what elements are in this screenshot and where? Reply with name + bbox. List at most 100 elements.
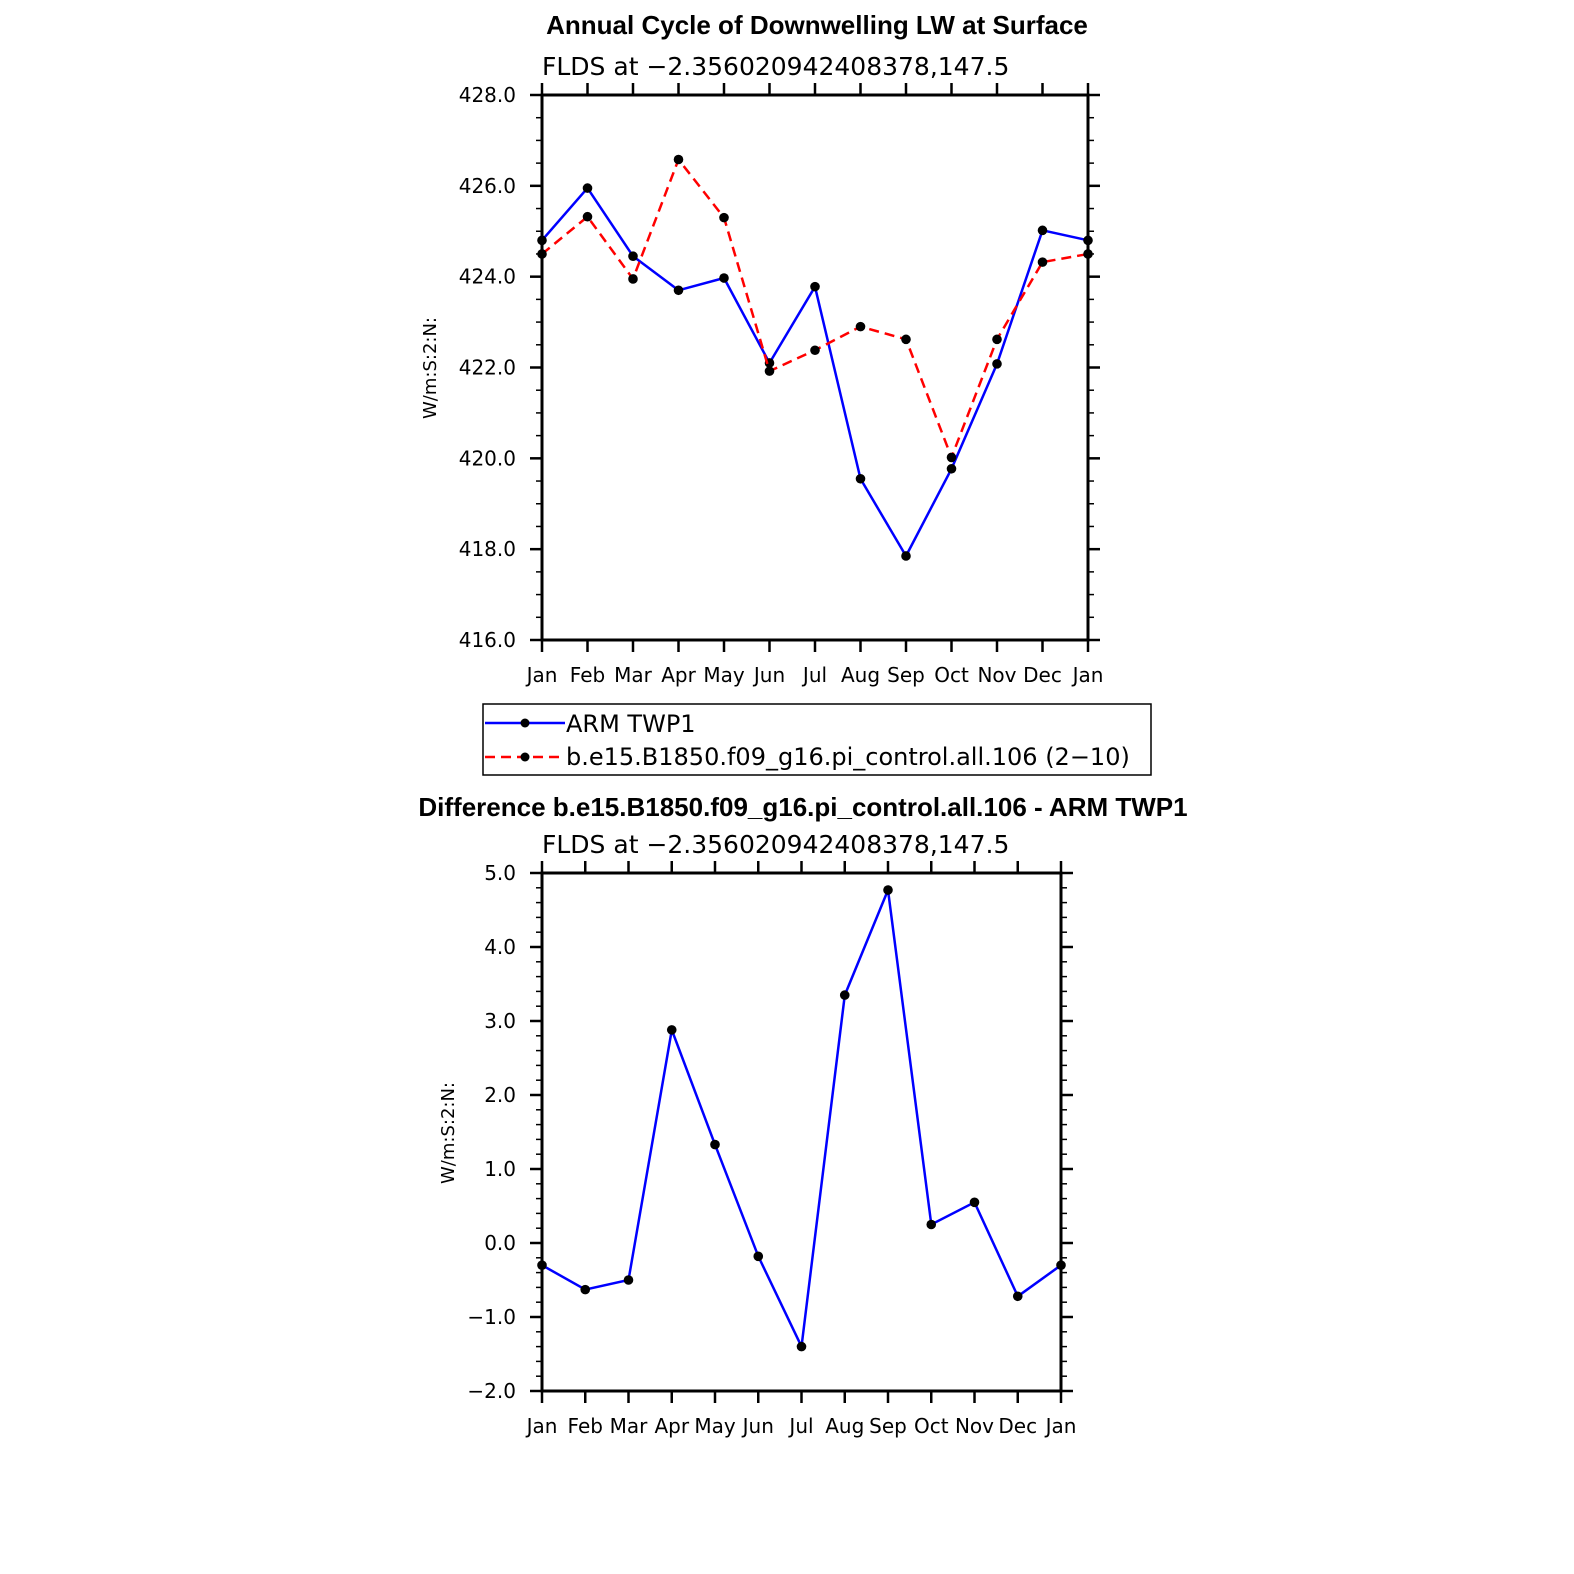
x-tick-label: Aug (841, 663, 880, 687)
y-tick-label: 428.0 (459, 83, 516, 107)
series-line-1 (541, 156, 1089, 461)
legend: ARM TWP1 b.e15.B1850.f09_g16.pi_control.… (482, 703, 1152, 776)
series-0-point (901, 551, 911, 561)
y-tick-label: 4.0 (484, 935, 516, 959)
series-1-point (1083, 249, 1093, 259)
x-tick-label: Feb (570, 663, 605, 687)
series-0-point (673, 285, 684, 296)
x-tick-label: Dec (1023, 663, 1062, 687)
series-1-point (628, 274, 638, 284)
series-0-point (719, 273, 729, 283)
series-line-0 (541, 186, 1089, 559)
y-tick-label: 420.0 (459, 446, 516, 470)
series-0-point (883, 885, 893, 895)
y-axis-label: W/m:S:2:N: (420, 317, 441, 419)
legend-box (482, 703, 1152, 776)
x-tick-label: Jul (787, 1414, 813, 1438)
series-0-point (710, 1139, 720, 1150)
legend-label-model: b.e15.B1850.f09_g16.pi_control.all.106 (… (566, 743, 1130, 771)
series-1-point (537, 249, 547, 259)
difference-chart: Difference b.e15.B1850.f09_g16.pi_contro… (418, 792, 1187, 1438)
x-tick-label: Sep (869, 1414, 907, 1438)
series-0-point (580, 1284, 591, 1295)
x-tick-label: Apr (661, 663, 696, 687)
series-1-point (719, 212, 729, 223)
series-0-point (753, 1251, 764, 1262)
series-0-point (623, 1275, 634, 1285)
series-1-point (946, 452, 957, 463)
series-1-point (582, 211, 593, 222)
series-0-point (926, 1219, 937, 1230)
series-0-point (1012, 1291, 1023, 1302)
legend-marker-model (520, 752, 530, 762)
y-tick-label: 418.0 (459, 537, 516, 561)
series-0-point (855, 473, 866, 484)
series-0-point (946, 463, 957, 474)
series-0-point (1037, 225, 1048, 236)
series-1-point (901, 334, 911, 345)
series-0-point (537, 1260, 547, 1270)
annual-cycle-chart: Annual Cycle of Downwelling LW at Surfac… (420, 10, 1103, 687)
y-tick-label: 5.0 (484, 861, 516, 885)
x-tick-label: Jun (752, 663, 785, 687)
x-tick-label: Jan (1044, 1414, 1077, 1438)
x-tick-label: Dec (998, 1414, 1037, 1438)
series-0-point (1056, 1260, 1066, 1270)
series-0-point (839, 990, 850, 1000)
x-tick-label: Oct (914, 1414, 949, 1438)
x-tick-label: Apr (654, 1414, 689, 1438)
x-tick-label: May (703, 663, 745, 687)
chart-title: Annual Cycle of Downwelling LW at Surfac… (546, 10, 1088, 40)
series-line-0 (541, 885, 1062, 1351)
x-tick-label: Nov (977, 663, 1016, 687)
chart-subtitle: FLDS at −2.356020942408378,147.5 (542, 52, 1009, 81)
x-tick-label: Jul (801, 663, 827, 687)
x-tick-label: Oct (934, 663, 969, 687)
x-tick-label: Jun (741, 1414, 774, 1438)
plot-frame (540, 93, 1090, 642)
legend-marker-arm-twp1 (520, 718, 530, 728)
series-1-point (673, 154, 684, 165)
y-tick-label: 2.0 (484, 1083, 516, 1107)
series-1-point (855, 321, 866, 332)
series-0-point (969, 1197, 980, 1208)
y-tick-label: 1.0 (484, 1157, 516, 1181)
x-tick-label: Jan (1071, 663, 1104, 687)
series-0-point (628, 251, 638, 262)
y-tick-label: 0.0 (484, 1231, 516, 1255)
series-1-point (810, 345, 820, 356)
series-1-point (1037, 257, 1048, 267)
chart-title: Difference b.e15.B1850.f09_g16.pi_contro… (418, 792, 1187, 822)
x-tick-label: Mar (614, 663, 653, 687)
plot-frame (540, 871, 1063, 1393)
series-1-point (992, 334, 1002, 345)
y-tick-label: 422.0 (459, 356, 516, 380)
series-0-point (810, 281, 820, 292)
x-tick-label: Sep (887, 663, 925, 687)
y-tick-label: 426.0 (459, 174, 516, 198)
series-0-point (666, 1025, 677, 1035)
y-tick-label: −2.0 (467, 1379, 516, 1403)
legend-label-arm-twp1: ARM TWP1 (566, 710, 696, 738)
series-0-point (992, 359, 1002, 369)
x-tick-label: Nov (955, 1414, 994, 1438)
series-0-point (582, 183, 593, 193)
y-tick-label: 424.0 (459, 265, 516, 289)
chart-subtitle: FLDS at −2.356020942408378,147.5 (542, 830, 1009, 859)
series-0-point (1083, 235, 1093, 246)
x-tick-label: Mar (610, 1414, 649, 1438)
x-tick-label: May (694, 1414, 736, 1438)
x-tick-label: Jan (525, 1414, 558, 1438)
x-tick-label: Jan (525, 663, 558, 687)
plot-marks: Jan Feb Mar Apr May Jun Jul Aug Sep Oct Nov Dec Jan−… (467, 861, 1076, 1438)
series-1-point (764, 366, 775, 376)
series-0-point (796, 1341, 807, 1352)
y-axis-label: W/m:S:2:N: (438, 1082, 459, 1184)
x-tick-label: Feb (568, 1414, 603, 1438)
series-0-point (537, 235, 547, 246)
plot-marks: Jan Feb Mar Apr May Jun Jul Aug Sep Oct Nov Dec Jan 4… (459, 83, 1104, 687)
y-tick-label: 3.0 (484, 1009, 516, 1033)
y-tick-label: 416.0 (459, 628, 516, 652)
y-tick-label: −1.0 (467, 1305, 516, 1329)
